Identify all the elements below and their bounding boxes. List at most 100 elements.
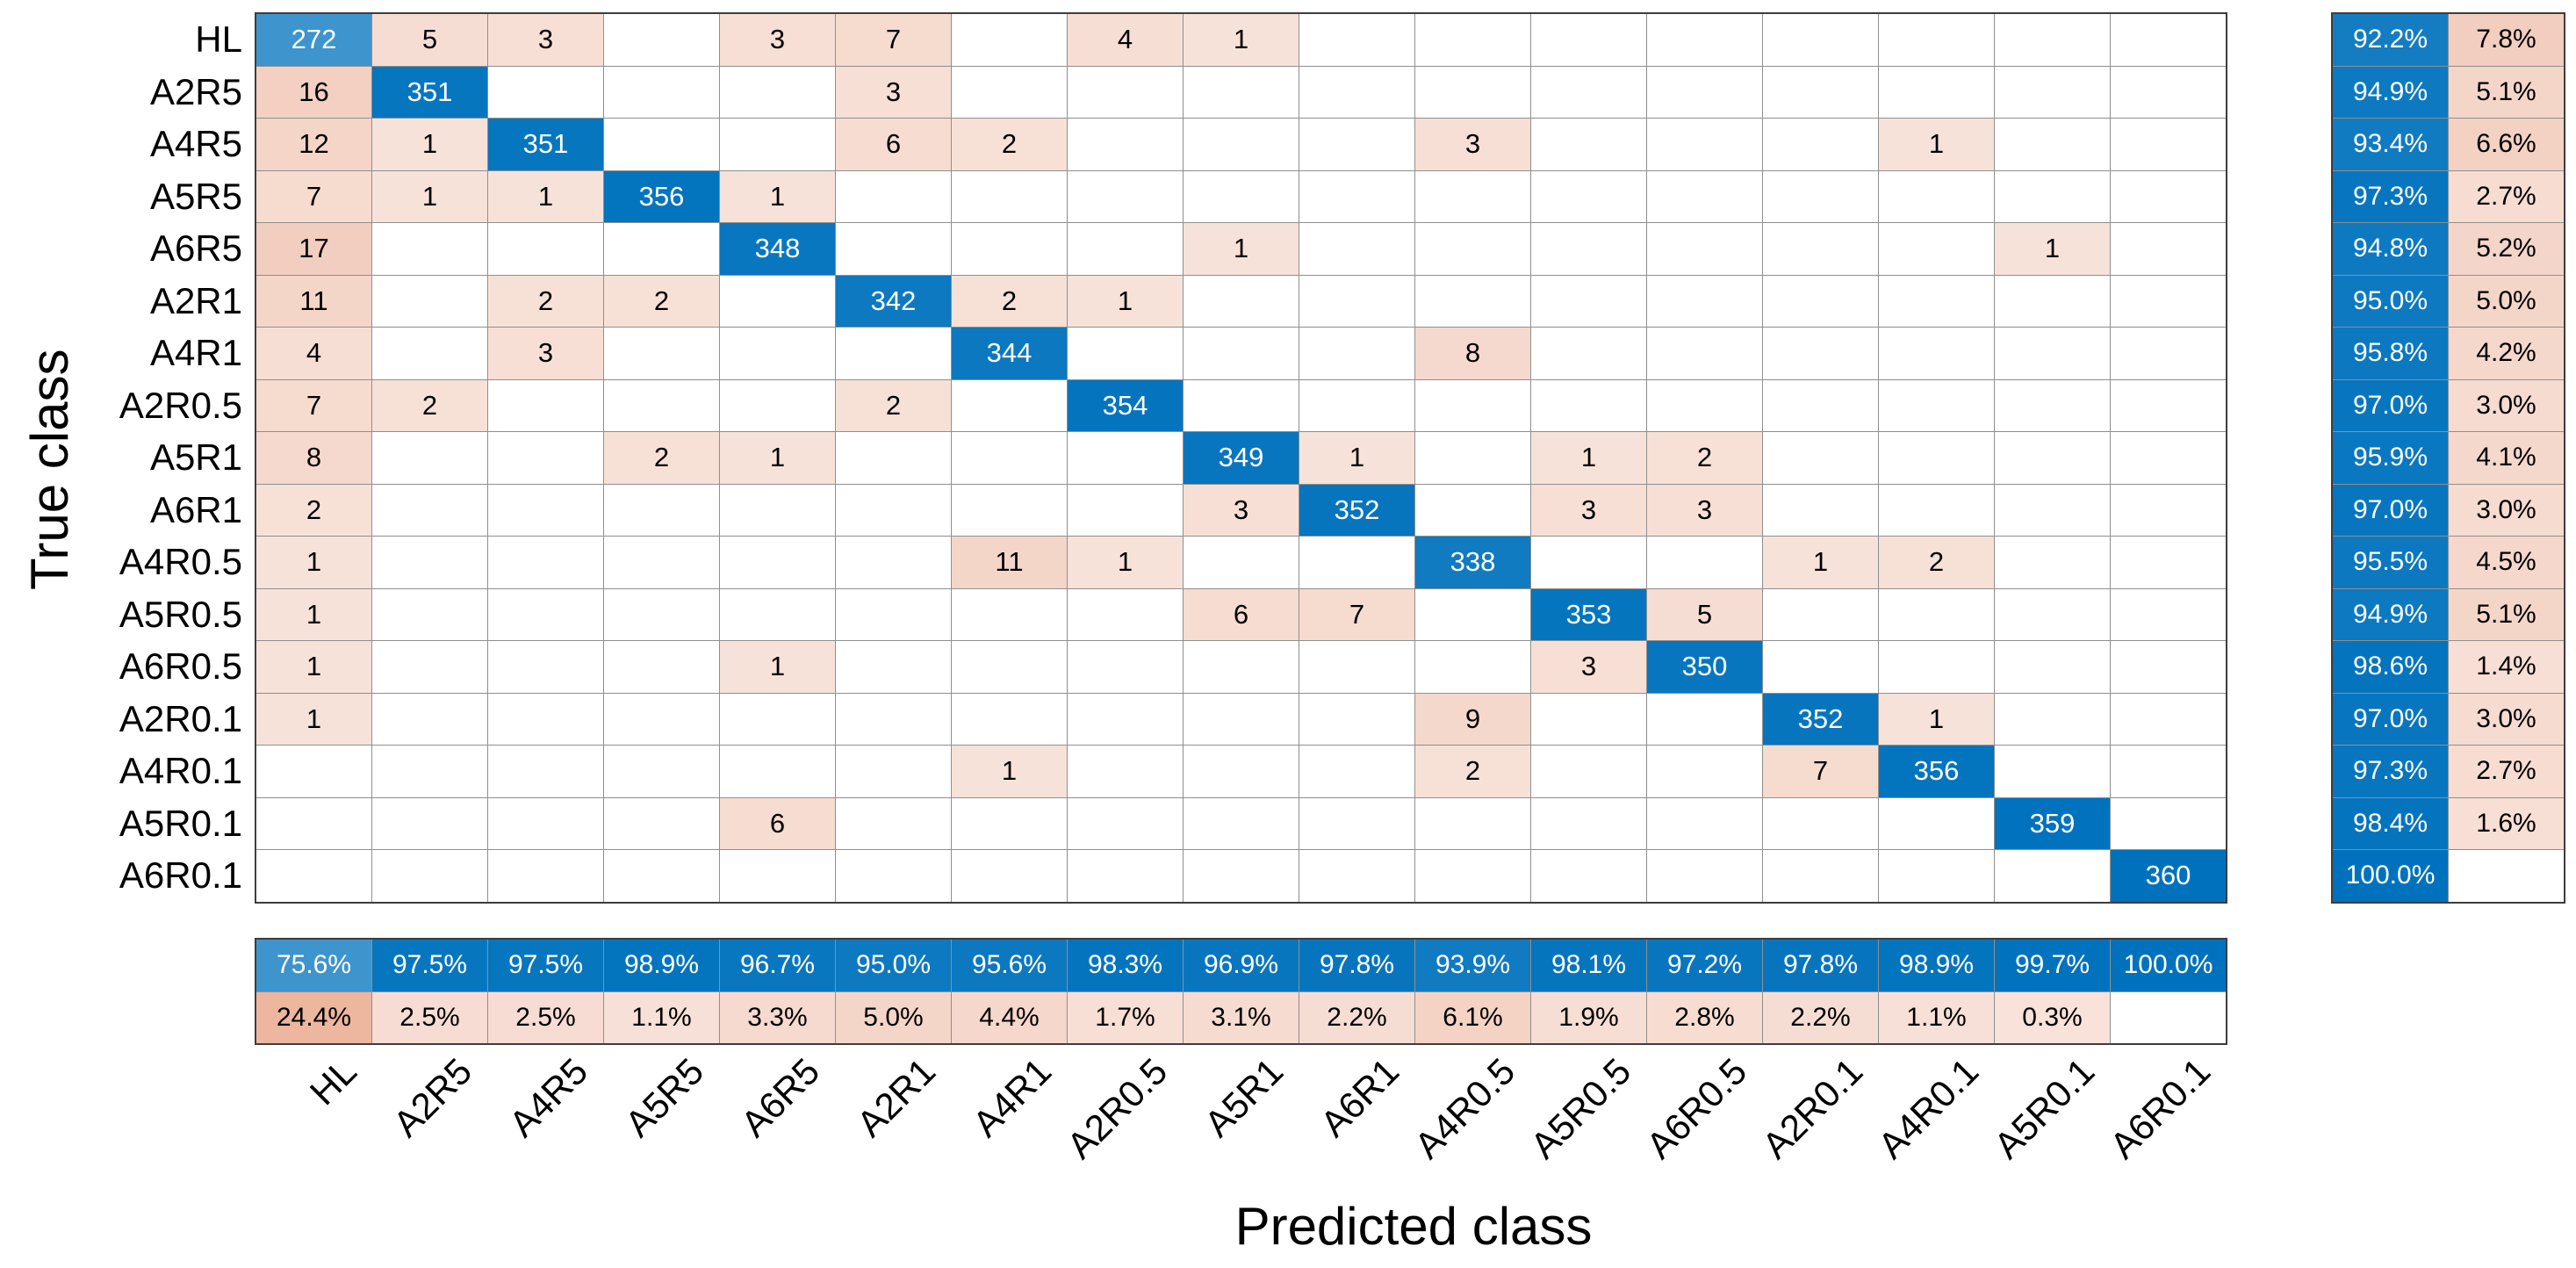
matrix-cell xyxy=(1068,223,1183,275)
y-tick-label: A2R0.1 xyxy=(119,697,242,739)
matrix-cell: 351 xyxy=(372,66,487,118)
matrix-cell xyxy=(372,328,487,379)
matrix-cell xyxy=(1995,641,2110,693)
matrix-cell: 356 xyxy=(604,170,719,222)
matrix-cell: 1 xyxy=(1995,223,2110,275)
matrix-cell xyxy=(1184,170,1299,222)
matrix-cell xyxy=(1299,850,1414,902)
matrix-cell xyxy=(488,432,603,484)
matrix-cell xyxy=(2111,537,2226,588)
matrix-cell xyxy=(2111,328,2226,379)
row-summary-incorrect-cell: 2.7% xyxy=(2449,746,2564,797)
matrix-cell xyxy=(1415,223,1530,275)
matrix-cell: 356 xyxy=(1879,746,1994,797)
matrix-cell xyxy=(952,641,1067,693)
matrix-cell xyxy=(488,588,603,640)
matrix-cell: 350 xyxy=(1647,641,1762,693)
matrix-cell xyxy=(1879,170,1994,222)
matrix-cell xyxy=(1995,119,2110,170)
matrix-cell xyxy=(1299,746,1414,797)
matrix-cell xyxy=(2111,432,2226,484)
matrix-cell xyxy=(720,379,835,431)
col-summary-correct-cell: 98.9% xyxy=(604,940,719,991)
matrix-cell xyxy=(1415,275,1530,327)
row-summary-correct-cell: 98.6% xyxy=(2333,641,2448,693)
row-summary-correct-cell: 93.4% xyxy=(2333,119,2448,170)
matrix-cell xyxy=(1531,119,1646,170)
col-summary-incorrect-cell: 2.2% xyxy=(1763,991,1878,1043)
matrix-cell: 4 xyxy=(1068,14,1183,66)
matrix-cell xyxy=(836,588,951,640)
matrix-cell: 3 xyxy=(836,66,951,118)
matrix-cell xyxy=(1068,170,1183,222)
col-summary-incorrect-cell: 2.2% xyxy=(1299,991,1414,1043)
matrix-cell: 1 xyxy=(372,170,487,222)
matrix-cell xyxy=(1531,379,1646,431)
y-tick-label: A4R5 xyxy=(149,123,242,164)
y-tick-label: A5R5 xyxy=(149,175,242,217)
row-summary-incorrect-cell: 4.2% xyxy=(2449,328,2564,379)
col-summary-correct-cell: 97.5% xyxy=(488,940,603,991)
matrix-cell xyxy=(1415,850,1530,902)
matrix-cell: 7 xyxy=(256,170,371,222)
matrix-cell xyxy=(720,746,835,797)
x-tick-label: A6R5 xyxy=(733,1050,828,1145)
matrix-cell xyxy=(1879,14,1994,66)
matrix-cell xyxy=(1531,746,1646,797)
matrix-cell xyxy=(1068,641,1183,693)
y-tick-label: A6R5 xyxy=(149,227,242,269)
matrix-cell xyxy=(1415,432,1530,484)
matrix-cell: 11 xyxy=(256,275,371,327)
x-tick-label: A4R1 xyxy=(965,1050,1060,1145)
col-summary-correct-cell: 95.6% xyxy=(952,940,1067,991)
x-tick-label: A5R0.5 xyxy=(1522,1050,1639,1167)
matrix-cell xyxy=(1299,379,1414,431)
row-summary-correct-cell: 97.3% xyxy=(2333,170,2448,222)
x-tick-label: A5R0.1 xyxy=(1986,1050,2103,1167)
matrix-cell xyxy=(1995,484,2110,536)
x-tick-label: A4R0.1 xyxy=(1870,1050,1987,1167)
matrix-cell xyxy=(604,641,719,693)
matrix-cell xyxy=(1068,432,1183,484)
col-summary-incorrect-cell: 24.4% xyxy=(256,991,371,1043)
matrix-cell xyxy=(1184,379,1299,431)
x-tick-label: A4R0.5 xyxy=(1407,1050,1523,1167)
col-summary-correct-cell: 97.8% xyxy=(1299,940,1414,991)
matrix-cell: 1 xyxy=(1531,432,1646,484)
matrix-cell xyxy=(604,693,719,745)
matrix-cell xyxy=(1995,588,2110,640)
matrix-cell xyxy=(488,797,603,849)
matrix-cell xyxy=(836,537,951,588)
matrix-cell: 2 xyxy=(1647,432,1762,484)
matrix-cell xyxy=(256,850,371,902)
row-summary-correct-cell: 97.0% xyxy=(2333,484,2448,536)
col-summary-incorrect-cell: 2.5% xyxy=(488,991,603,1043)
row-summary-correct-cell: 95.5% xyxy=(2333,537,2448,588)
matrix-cell xyxy=(1184,850,1299,902)
matrix-cell xyxy=(488,223,603,275)
x-tick-label: A6R0.1 xyxy=(2102,1050,2219,1167)
matrix-cell: 2 xyxy=(372,379,487,431)
y-tick-label: A6R0.1 xyxy=(119,854,242,896)
col-summary-correct-cell: 96.7% xyxy=(720,940,835,991)
matrix-cell: 2 xyxy=(1879,537,1994,588)
matrix-cell: 3 xyxy=(488,328,603,379)
matrix-cell xyxy=(720,328,835,379)
matrix-cell: 348 xyxy=(720,223,835,275)
matrix-cell xyxy=(1879,432,1994,484)
matrix-cell: 16 xyxy=(256,66,371,118)
matrix-cell: 6 xyxy=(836,119,951,170)
x-tick-label: A2R0.1 xyxy=(1754,1050,1871,1167)
matrix-cell xyxy=(952,797,1067,849)
matrix-cell: 1 xyxy=(372,119,487,170)
matrix-cell xyxy=(1299,170,1414,222)
col-summary-correct-cell: 98.9% xyxy=(1879,940,1994,991)
matrix-cell: 3 xyxy=(720,14,835,66)
matrix-cell xyxy=(720,537,835,588)
matrix-cell: 1 xyxy=(1879,119,1994,170)
matrix-cell: 1 xyxy=(952,746,1067,797)
matrix-cell xyxy=(1879,66,1994,118)
matrix-cell xyxy=(2111,14,2226,66)
matrix-cell xyxy=(720,850,835,902)
matrix-cell xyxy=(1995,14,2110,66)
